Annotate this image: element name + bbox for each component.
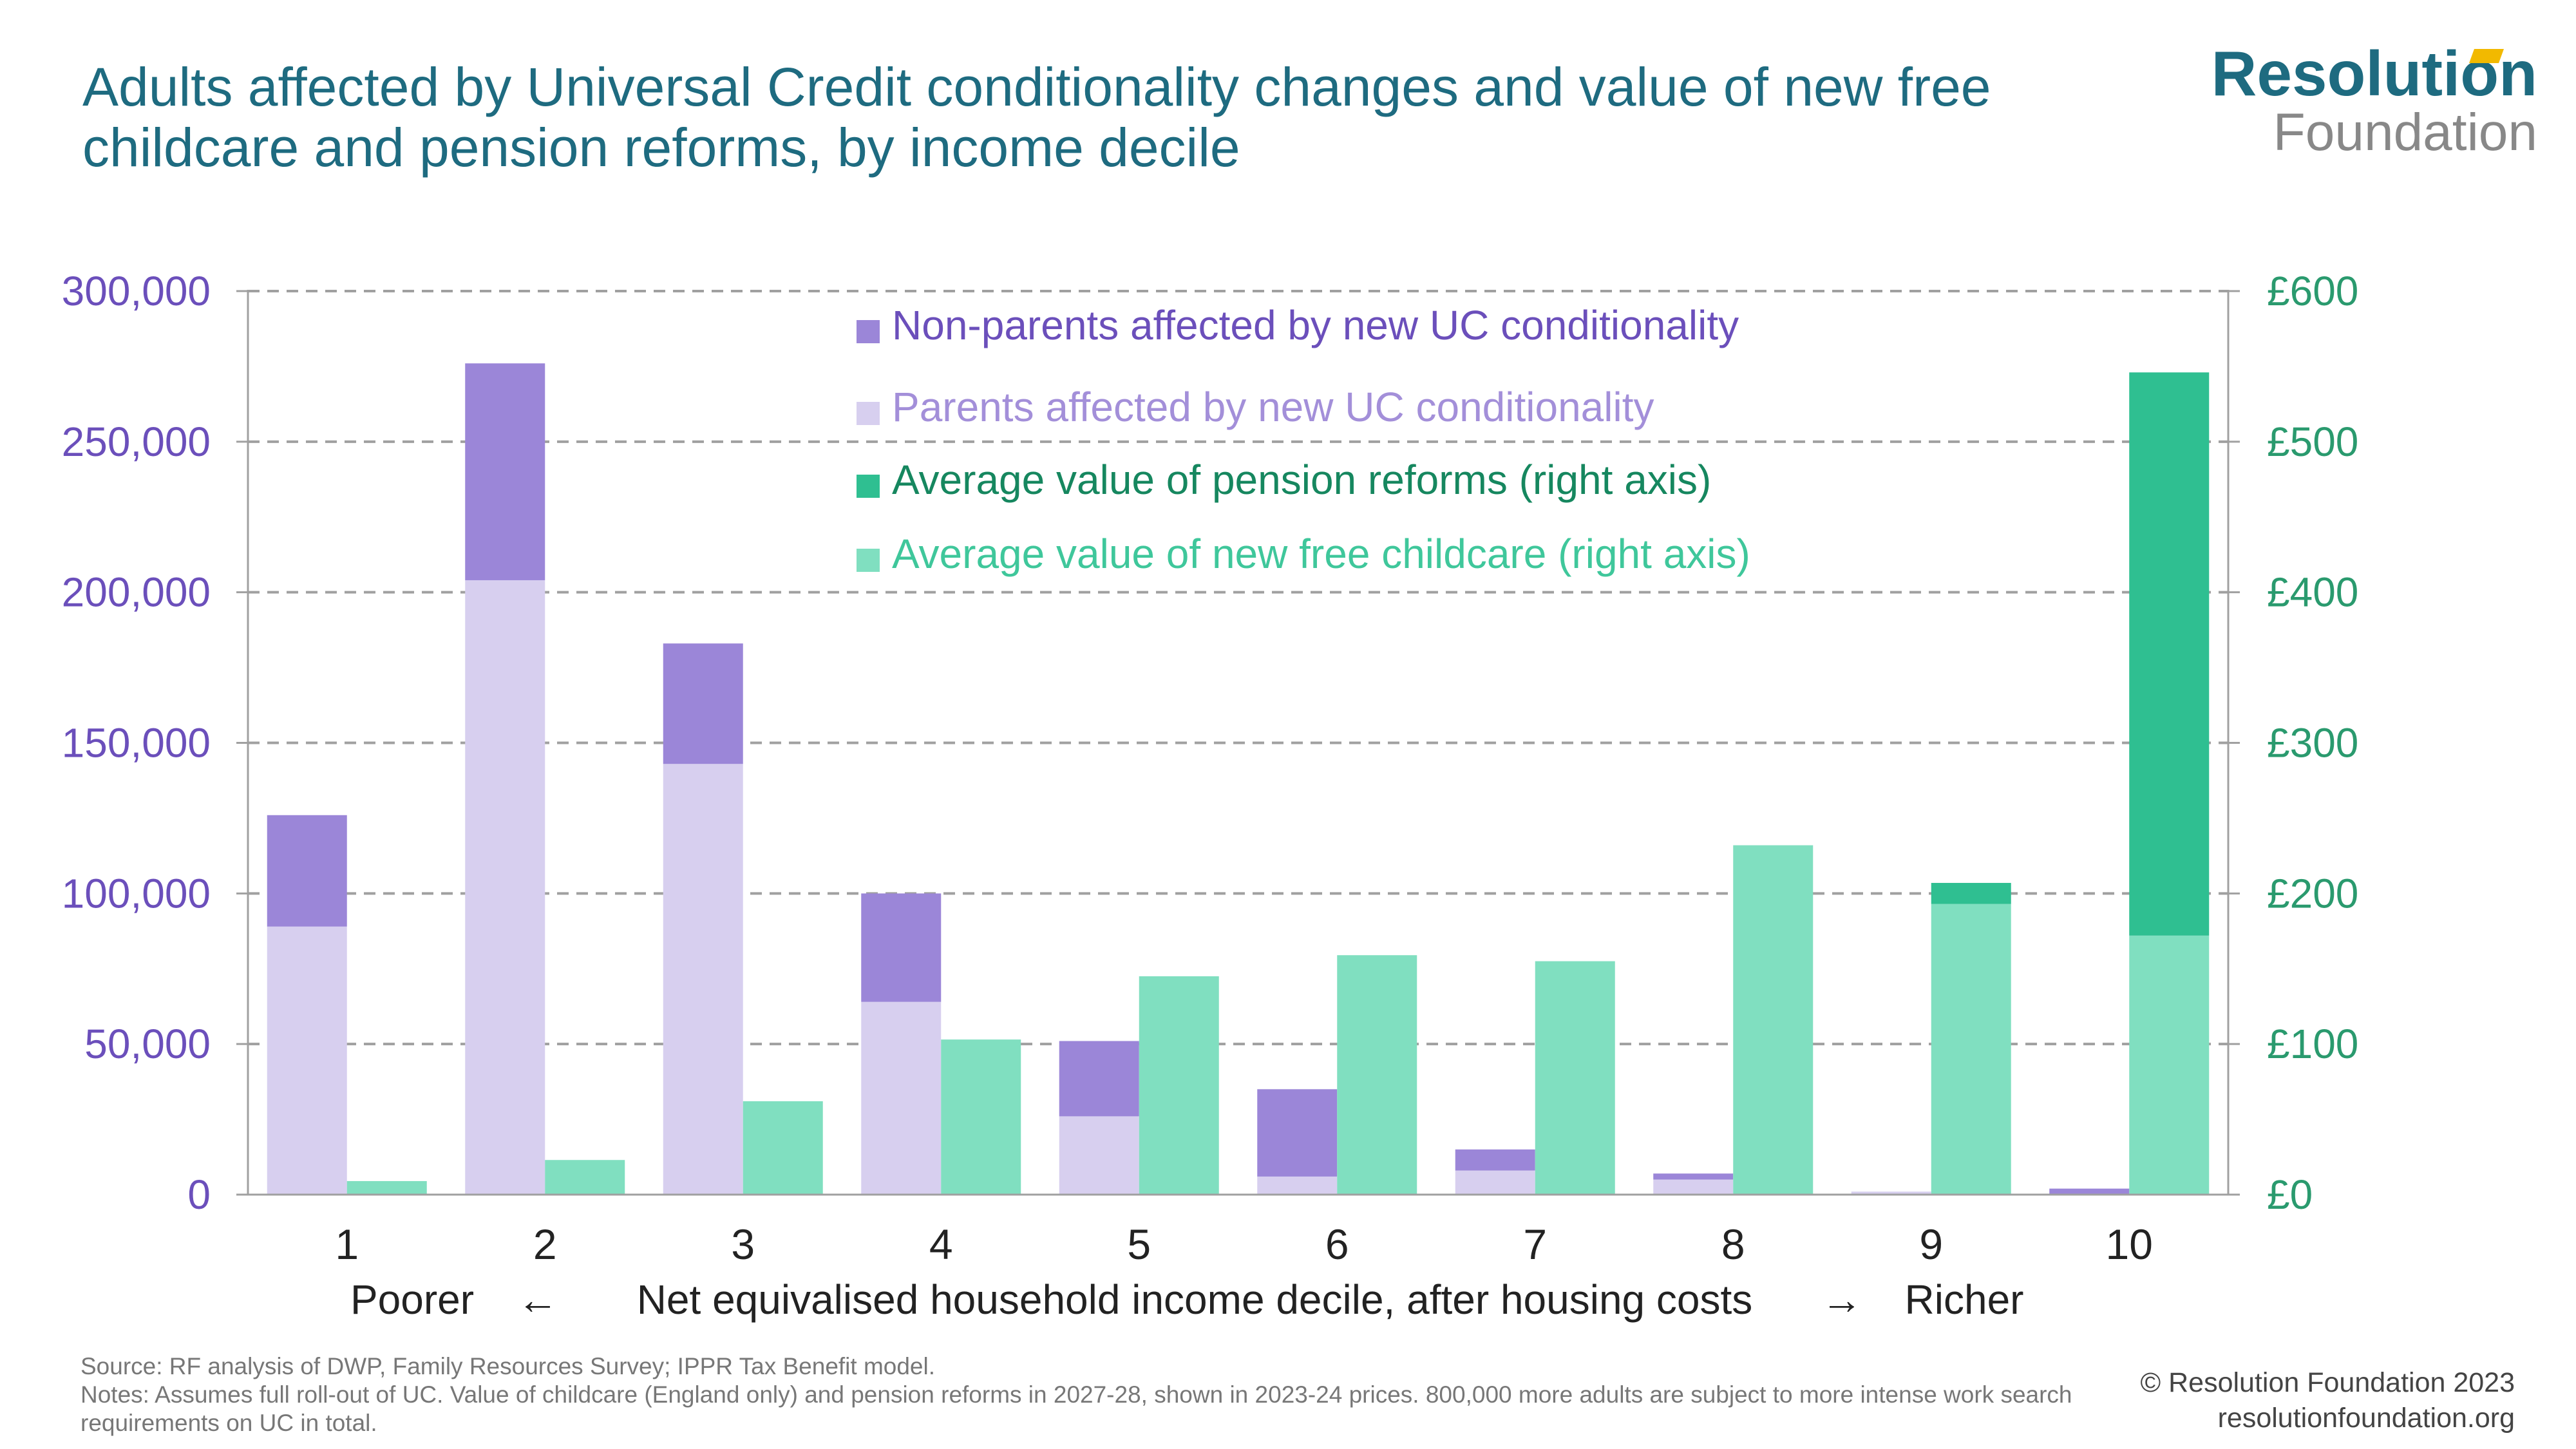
x-tick-label: 7 xyxy=(1523,1220,1547,1268)
bar-pension-decile-10 xyxy=(2129,372,2210,936)
chart-title: Adults affected by Universal Credit cond… xyxy=(82,57,1991,178)
bar-childcare-decile-8 xyxy=(1733,845,1814,1195)
bar-non-parents-decile-7 xyxy=(1455,1149,1535,1171)
legend-label: Non-parents affected by new UC condition… xyxy=(892,302,1739,348)
x-label-left-arrow: ← xyxy=(517,1276,558,1323)
copyright-text: © Resolution Foundation 2023 xyxy=(2140,1367,2515,1398)
bar-parents-decile-5 xyxy=(1059,1116,1139,1195)
right-tick-label: £300 xyxy=(2267,720,2358,766)
bar-childcare-decile-10 xyxy=(2129,935,2210,1195)
bar-childcare-decile-2 xyxy=(545,1160,625,1195)
bar-childcare-decile-6 xyxy=(1337,955,1417,1195)
left-tick-label: 250,000 xyxy=(62,419,211,465)
left-tick-label: 50,000 xyxy=(84,1021,211,1067)
legend-label: Average value of pension reforms (right … xyxy=(892,457,1711,503)
left-axis-ticks: 0 50,000 100,000 150,000 200,000 250,000 300,0… xyxy=(62,268,248,1218)
gridlines xyxy=(248,290,2228,1046)
bars xyxy=(267,363,2210,1195)
x-tick-label: 8 xyxy=(1721,1220,1745,1268)
legend-swatch xyxy=(857,402,880,425)
legend-label: Average value of new free childcare (rig… xyxy=(892,531,1750,577)
bar-parents-decile-1 xyxy=(267,926,347,1195)
legend: Non-parents affected by new UC condition… xyxy=(857,302,1750,577)
right-tick-label: £400 xyxy=(2267,569,2358,616)
left-tick-label: 150,000 xyxy=(62,720,211,766)
x-tick-label: 3 xyxy=(731,1220,755,1268)
legend-swatch xyxy=(857,549,880,572)
x-label-title: Net equivalised household income decile,… xyxy=(637,1276,1753,1323)
source-text: Source: RF analysis of DWP, Family Resou… xyxy=(80,1353,936,1379)
right-tick-label: £200 xyxy=(2267,870,2358,916)
x-tick-label: 1 xyxy=(335,1220,359,1268)
x-label-right-arrow: → xyxy=(1821,1276,1862,1323)
bar-parents-decile-4 xyxy=(861,1001,942,1195)
left-tick-label: 100,000 xyxy=(62,870,211,916)
footer-credits: © Resolution Foundation 2023 resolutionf… xyxy=(2140,1365,2515,1436)
x-axis-ticks: 1 2 3 4 5 6 7 8 9 10 xyxy=(335,1220,2153,1268)
logo-line-2: Foundation xyxy=(2273,103,2537,162)
bar-parents-decile-7 xyxy=(1455,1170,1535,1195)
x-tick-label: 9 xyxy=(1919,1220,1943,1268)
bar-non-parents-decile-8 xyxy=(1653,1173,1734,1180)
x-label-poorer: Poorer xyxy=(350,1276,474,1323)
x-tick-label: 10 xyxy=(2106,1220,2153,1268)
x-axis-label: Poorer ← Net equivalised household incom… xyxy=(350,1276,2024,1323)
notes-text: Notes: Assumes full roll-out of UC. Valu… xyxy=(80,1381,2072,1436)
x-tick-label: 5 xyxy=(1127,1220,1151,1268)
left-tick-label: 300,000 xyxy=(62,268,211,314)
bar-non-parents-decile-1 xyxy=(267,815,347,927)
bar-non-parents-decile-5 xyxy=(1059,1041,1139,1117)
bar-parents-decile-2 xyxy=(465,580,545,1195)
x-tick-label: 6 xyxy=(1325,1220,1349,1268)
bar-non-parents-decile-4 xyxy=(861,893,942,1002)
right-tick-label: £100 xyxy=(2267,1021,2358,1067)
legend-swatch xyxy=(857,475,880,498)
bar-parents-decile-3 xyxy=(663,764,743,1195)
bar-non-parents-decile-2 xyxy=(465,363,545,580)
footer-notes: Source: RF analysis of DWP, Family Resou… xyxy=(80,1352,2109,1437)
right-tick-label: £600 xyxy=(2267,268,2358,314)
website-text: resolutionfoundation.org xyxy=(2217,1403,2515,1434)
bar-childcare-decile-7 xyxy=(1535,961,1615,1195)
right-axis-ticks: £0 £100 £200 £300 £400 £500 £600 xyxy=(2228,268,2358,1218)
bar-non-parents-decile-6 xyxy=(1257,1089,1338,1177)
right-tick-label: £500 xyxy=(2267,419,2358,465)
bar-childcare-decile-1 xyxy=(346,1180,427,1195)
right-tick-label: £0 xyxy=(2267,1171,2313,1218)
left-tick-label: 0 xyxy=(187,1171,211,1218)
bar-parents-decile-9 xyxy=(1851,1191,1931,1195)
bar-childcare-decile-3 xyxy=(743,1101,823,1195)
bar-childcare-decile-5 xyxy=(1139,976,1219,1195)
bar-parents-decile-6 xyxy=(1257,1176,1338,1195)
x-tick-label: 2 xyxy=(533,1220,557,1268)
bar-childcare-decile-4 xyxy=(941,1039,1021,1195)
resolution-foundation-logo: Resolution Foundation xyxy=(2211,41,2537,160)
x-tick-label: 4 xyxy=(929,1220,953,1268)
x-label-richer: Richer xyxy=(1905,1276,2024,1323)
bar-non-parents-decile-10 xyxy=(2049,1188,2130,1195)
bar-non-parents-decile-3 xyxy=(663,643,743,764)
left-tick-label: 200,000 xyxy=(62,569,211,616)
legend-swatch xyxy=(857,320,880,343)
bar-parents-decile-8 xyxy=(1653,1179,1734,1195)
bar-pension-decile-9 xyxy=(1931,882,2011,904)
legend-label: Parents affected by new UC conditionalit… xyxy=(892,384,1654,430)
bar-childcare-decile-9 xyxy=(1931,904,2011,1195)
